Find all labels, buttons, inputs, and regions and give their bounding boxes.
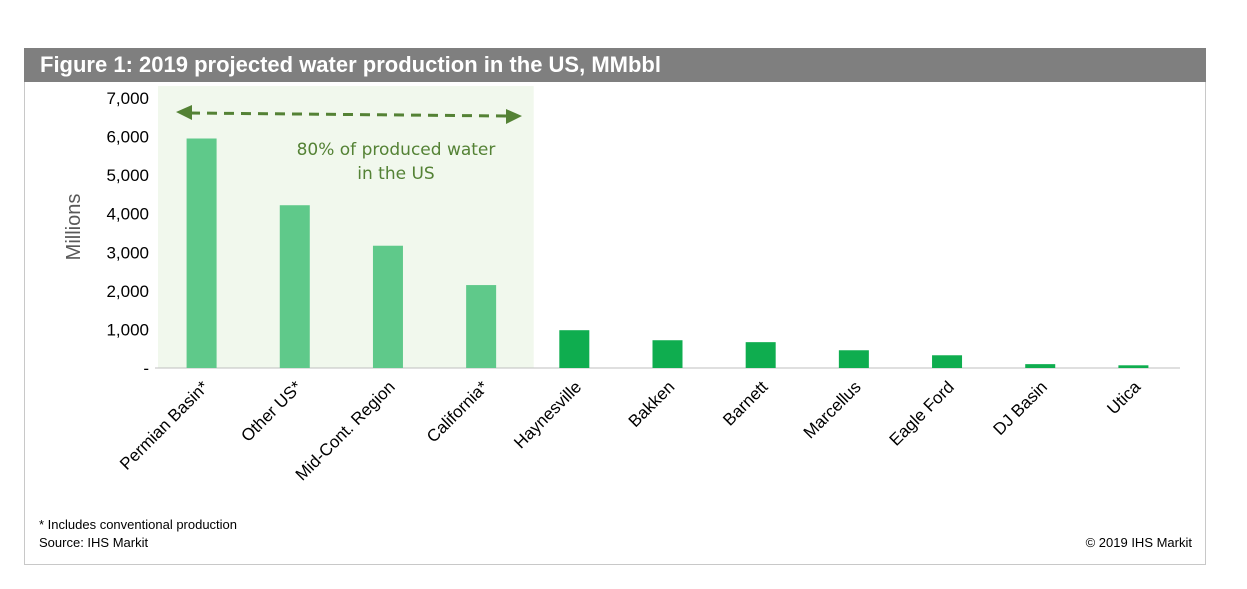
x-tick-label: Bakken [625,377,679,431]
y-tick-label: 2,000 [106,282,149,301]
y-tick-label: 5,000 [106,166,149,185]
y-axis-label: Millions [63,194,85,261]
bar [372,245,403,368]
x-tick-label: Permian Basin* [116,377,213,474]
y-tick-label: 6,000 [106,128,149,147]
bar [1025,364,1056,368]
annotation-arrow-head-right [506,109,522,124]
y-tick-label: 4,000 [106,205,149,224]
footnote: * Includes conventional production [39,517,238,532]
x-tick-label: Utica [1103,377,1144,418]
annotation-arrow-line [189,111,509,118]
x-tick-label: Haynesville [510,377,585,452]
bar [279,205,310,368]
y-tick-label: 1,000 [106,320,149,339]
x-tick-label: Eagle Ford [886,377,958,449]
copyright-note: © 2019 IHS Markit [1085,535,1192,550]
bar [466,285,497,368]
x-tick-label: Mid-Cont. Region [292,377,399,484]
bar [186,138,217,368]
annotation-arrow-head-left [176,105,192,120]
x-tick-label: DJ Basin [990,377,1052,439]
annotation-text-line-2: in the US [357,164,434,184]
annotation-text-line-1: 80% of produced water [297,140,496,160]
bar [1118,365,1149,368]
x-tick-label: Barnett [719,377,771,429]
chart-title: Figure 1: 2019 projected water productio… [24,48,1206,82]
bar [838,350,869,368]
x-tick-label: Marcellus [800,377,865,442]
x-tick-label: Other US* [237,377,305,445]
bar [652,340,683,368]
source-note: Source: IHS Markit [39,535,149,550]
y-tick-label: 3,000 [106,243,149,262]
bar [559,330,590,368]
bar [932,355,963,368]
y-tick-label: 7,000 [106,89,149,108]
x-tick-label: California* [423,377,492,446]
bar [745,342,776,368]
y-tick-label: - [143,359,149,378]
